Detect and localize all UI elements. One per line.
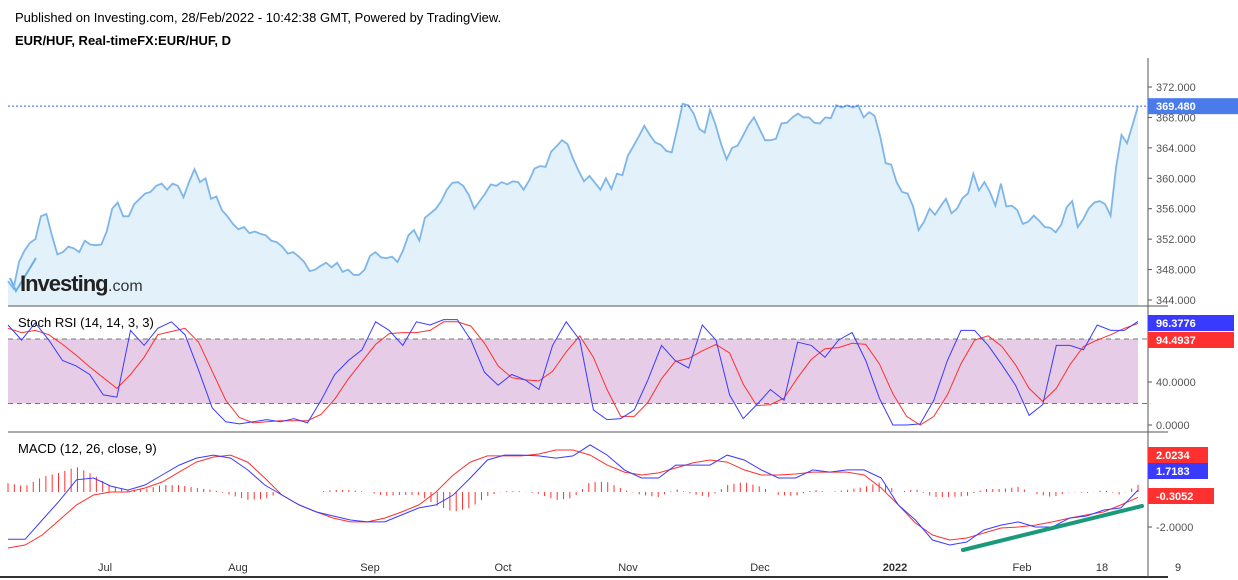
logo-brand: Investing xyxy=(20,271,108,296)
last-price-label: 369.480 xyxy=(1156,101,1196,113)
x-tick-label: Oct xyxy=(494,562,511,574)
stoch-k-line xyxy=(7,319,1139,426)
price-tick-label: 356.000 xyxy=(1156,204,1196,216)
macd-value-badge xyxy=(1148,463,1208,479)
stoch-value-label: 94.4937 xyxy=(1156,335,1196,347)
price-tick-label: 368.000 xyxy=(1156,112,1196,124)
macd-value-label: 1.7183 xyxy=(1156,466,1190,478)
stoch-value-badge xyxy=(1148,315,1234,331)
investing-logo: Investing .com xyxy=(9,257,143,296)
macd-value-badge xyxy=(1148,447,1208,463)
symbol-title: EUR/HUF, Real-timeFX:EUR/HUF, D xyxy=(15,33,231,48)
x-tick-label: 2022 xyxy=(883,562,907,574)
price-tick-label: 364.000 xyxy=(1156,143,1196,155)
published-caption: Published on Investing.com, 28/Feb/2022 … xyxy=(15,10,502,25)
stoch-value-badge xyxy=(1148,332,1234,348)
price-tick-label: 344.000 xyxy=(1156,295,1196,307)
stoch-rsi-title: Stoch RSI (14, 14, 3, 3) xyxy=(18,315,154,330)
x-tick-label: Nov xyxy=(618,562,638,574)
x-tick-label: Aug xyxy=(228,562,248,574)
stoch-d-line xyxy=(7,321,1139,426)
x-tick-label: Sep xyxy=(360,562,380,574)
macd-value-label: 2.0234 xyxy=(1156,450,1191,462)
stoch-band xyxy=(8,339,1138,404)
x-tick-label: Feb xyxy=(1013,562,1032,574)
price-tick-label: 360.000 xyxy=(1156,173,1196,185)
macd-value-badge xyxy=(1148,488,1214,504)
x-tick-label: 9 xyxy=(1175,562,1181,574)
price-area-fill xyxy=(8,103,1138,306)
trend-line xyxy=(961,504,1144,552)
price-tick-label: 348.000 xyxy=(1156,265,1196,277)
x-tick-label: Dec xyxy=(750,562,770,574)
price-line xyxy=(7,102,1139,291)
macd-value-label: -0.3052 xyxy=(1156,491,1193,503)
macd-title: MACD (12, 26, close, 9) xyxy=(18,441,157,456)
last-price-badge xyxy=(1148,98,1238,115)
logo-suffix: .com xyxy=(108,278,143,295)
price-tick-label: 372.000 xyxy=(1156,82,1196,94)
x-tick-label: Jul xyxy=(98,562,112,574)
x-tick-label: 18 xyxy=(1096,562,1108,574)
stoch-tick-label: 0.0000 xyxy=(1156,420,1190,432)
macd-line xyxy=(8,444,1139,546)
price-tick-label: 352.000 xyxy=(1156,234,1196,246)
macd-signal-line xyxy=(7,449,1139,549)
stoch-value-label: 96.3776 xyxy=(1156,318,1196,330)
macd-tick-label: -2.0000 xyxy=(1156,522,1193,534)
stoch-tick-label: 40.0000 xyxy=(1156,377,1196,389)
